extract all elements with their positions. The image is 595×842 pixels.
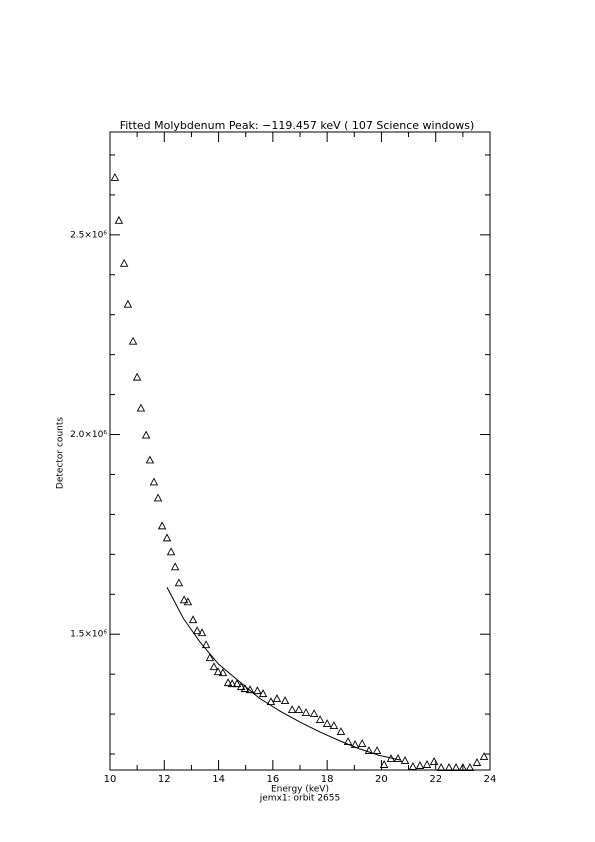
chart-title: Fitted Molybdenum Peak: −119.457 keV ( 1… [120, 119, 475, 132]
data-point [479, 752, 489, 760]
data-point [315, 715, 325, 724]
data-point [465, 763, 475, 771]
x-tick-label: 12 [158, 774, 171, 785]
data-point [436, 763, 446, 771]
data-point [266, 697, 276, 706]
data-point [149, 477, 159, 486]
x-tick-label: 10 [104, 774, 117, 785]
data-point [132, 372, 142, 381]
data-point [201, 640, 211, 649]
data-point [119, 258, 129, 267]
data-point [329, 721, 339, 730]
data-point [301, 708, 311, 717]
data-point [309, 709, 319, 718]
data-point [183, 597, 193, 606]
x-tick-label: 20 [375, 774, 388, 785]
data-point [166, 547, 176, 556]
data-point [174, 578, 184, 587]
y-tick-label: 2.5×10⁶ [70, 230, 107, 240]
data-point [205, 653, 215, 662]
data-point [253, 686, 262, 695]
data-point [197, 628, 207, 637]
data-point [141, 430, 151, 439]
x-tick-label: 18 [321, 774, 334, 785]
data-point [170, 562, 180, 571]
data-point [188, 615, 198, 624]
fit-line [166, 587, 401, 761]
data-point [444, 763, 454, 771]
data-point [294, 705, 304, 714]
y-tick-label: 2.0×10⁶ [70, 430, 107, 440]
data-point [145, 455, 155, 464]
data-point [458, 763, 468, 771]
data-point [451, 763, 461, 771]
data-point [422, 760, 432, 768]
data-point [336, 727, 346, 736]
data-point [114, 215, 124, 224]
data-point [223, 678, 233, 687]
x-tick-label: 24 [484, 774, 497, 785]
data-point [192, 626, 202, 635]
data-point [128, 336, 138, 345]
x-tick-label: 22 [429, 774, 442, 785]
subtitle: jemx1: orbit 2655 [259, 794, 340, 804]
data-point [379, 760, 389, 768]
data-point [179, 595, 189, 604]
data-point [357, 739, 367, 747]
data-point [110, 172, 120, 181]
data-point [123, 299, 133, 308]
x-tick-label: 16 [266, 774, 279, 785]
data-point [364, 746, 374, 754]
data-point [400, 756, 410, 764]
data-point [209, 662, 219, 671]
data-point [162, 533, 172, 542]
data-point [157, 521, 167, 530]
data-point [153, 493, 163, 502]
data-point [136, 403, 146, 412]
data-point [429, 757, 439, 765]
data-point [272, 694, 282, 703]
data-point [236, 682, 246, 691]
data-point [415, 761, 425, 769]
y-axis-label: Detector counts [56, 417, 66, 489]
data-point [372, 746, 382, 754]
x-axis-label: Energy (keV) [271, 785, 329, 795]
data-point [393, 754, 403, 762]
data-point [240, 684, 250, 693]
x-tick-label: 14 [212, 774, 225, 785]
data-point [213, 667, 223, 676]
data-point [232, 679, 242, 688]
data-point [258, 689, 268, 698]
data-point [322, 719, 332, 728]
data-point [227, 679, 237, 688]
data-point [408, 762, 418, 770]
data-point [218, 668, 228, 677]
data-point [280, 696, 290, 705]
y-tick-label: 1.5×10⁶ [70, 630, 107, 640]
data-point [472, 758, 482, 766]
data-point [287, 705, 297, 714]
